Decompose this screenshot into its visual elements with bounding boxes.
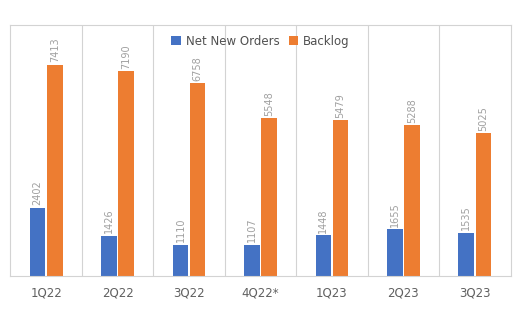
Bar <box>244 245 260 276</box>
Bar <box>404 125 420 276</box>
Bar <box>118 71 134 276</box>
Bar <box>387 229 403 276</box>
Bar <box>333 120 349 276</box>
Text: 5025: 5025 <box>478 106 488 131</box>
Text: 5479: 5479 <box>336 93 345 118</box>
Text: 5548: 5548 <box>264 91 274 116</box>
Bar <box>47 65 63 276</box>
Text: 1535: 1535 <box>461 205 472 230</box>
Bar <box>476 133 491 276</box>
Text: 1448: 1448 <box>318 208 328 233</box>
Text: 1426: 1426 <box>104 209 114 233</box>
Text: 1107: 1107 <box>247 218 257 242</box>
Text: 7190: 7190 <box>121 44 131 69</box>
Text: 6758: 6758 <box>193 57 203 81</box>
Text: 1655: 1655 <box>390 202 400 227</box>
Text: 5288: 5288 <box>407 98 417 123</box>
Text: 2402: 2402 <box>33 181 43 205</box>
Bar <box>458 232 474 276</box>
Text: 7413: 7413 <box>49 38 60 62</box>
Bar <box>190 84 205 276</box>
Bar <box>261 118 277 276</box>
Legend: Net New Orders, Backlog: Net New Orders, Backlog <box>168 31 353 51</box>
Text: 1110: 1110 <box>176 218 185 242</box>
Bar <box>101 236 117 276</box>
Bar <box>316 235 331 276</box>
Bar <box>172 245 188 276</box>
Bar <box>30 208 45 276</box>
